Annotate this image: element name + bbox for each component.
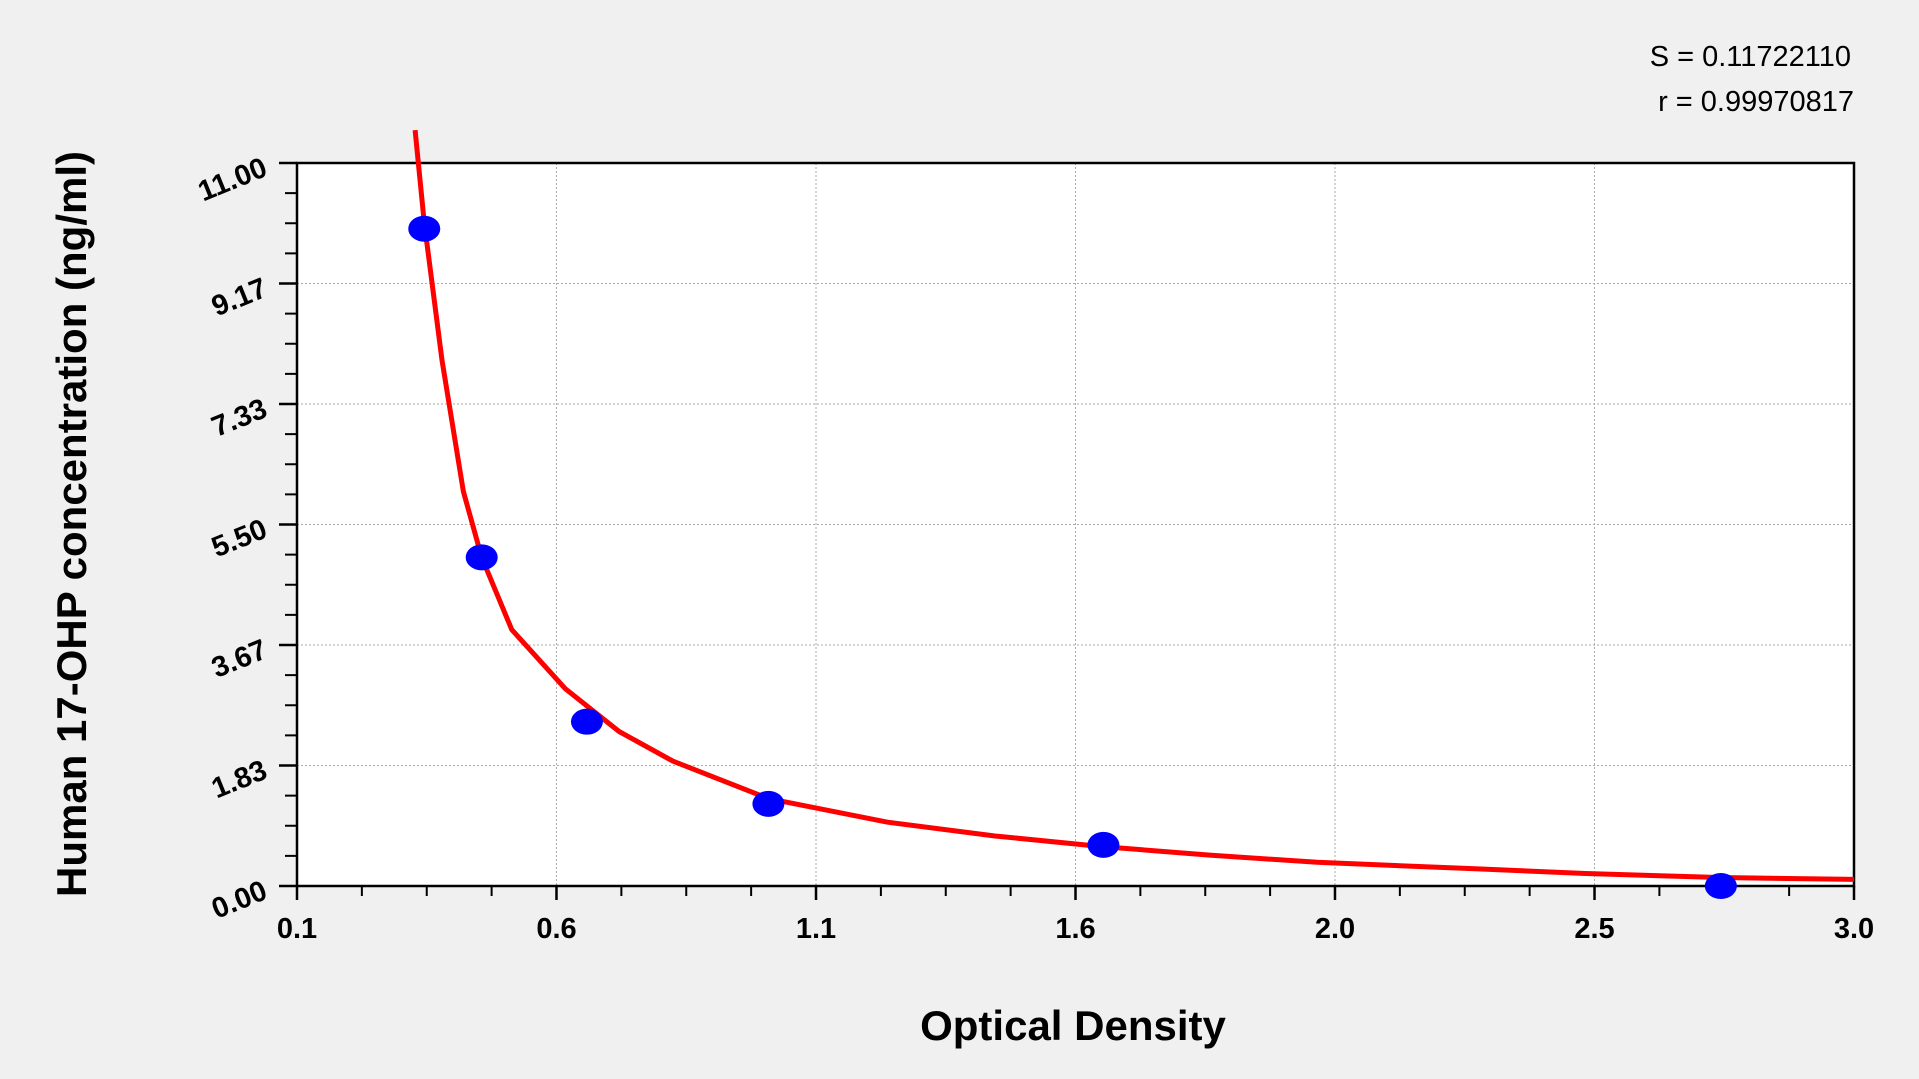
- y-axis-title: Human 17-OHP concentration (ng/ml): [48, 151, 95, 897]
- axis-ticks: [279, 161, 1856, 900]
- x-tick-label: 2.5: [1574, 913, 1614, 945]
- data-point: [1087, 831, 1120, 858]
- data-point: [752, 790, 785, 817]
- x-tick-label: 0.6: [536, 913, 576, 945]
- x-tick-labels: 0.1 0.6 1.1 1.6 2.0 2.5 3.0: [277, 913, 1874, 945]
- x-tick-label: 2.0: [1315, 913, 1355, 945]
- x-tick-label: 1.1: [796, 913, 836, 945]
- x-tick-label: 1.6: [1055, 913, 1095, 945]
- data-point: [1704, 873, 1737, 899]
- data-points-layer: [408, 215, 1737, 899]
- y-tick-label: 3.67: [207, 634, 271, 685]
- y-tick-label: 9.17: [207, 272, 271, 323]
- x-tick-label: 3.0: [1834, 913, 1874, 945]
- data-point: [465, 544, 498, 571]
- x-tick-label: 0.1: [277, 913, 317, 945]
- y-tick-label: 11.00: [194, 152, 272, 208]
- plot-frame: [295, 161, 1856, 888]
- data-point: [570, 708, 603, 735]
- y-tick-labels: 0.00 1.83 3.67 5.50 7.33 9.17 11.00: [194, 152, 272, 926]
- grid-lines: [297, 163, 1854, 886]
- x-axis-title: Optical Density: [920, 1002, 1226, 1049]
- data-point: [408, 215, 441, 242]
- y-tick-label: 5.50: [207, 513, 271, 564]
- s-value-annotation: S = 0.11722110: [1650, 41, 1851, 73]
- y-tick-label: 1.83: [207, 754, 271, 805]
- r-value-annotation: r = 0.99970817: [1658, 86, 1854, 118]
- y-tick-label: 7.33: [207, 393, 271, 444]
- y-tick-label: 0.00: [207, 875, 271, 926]
